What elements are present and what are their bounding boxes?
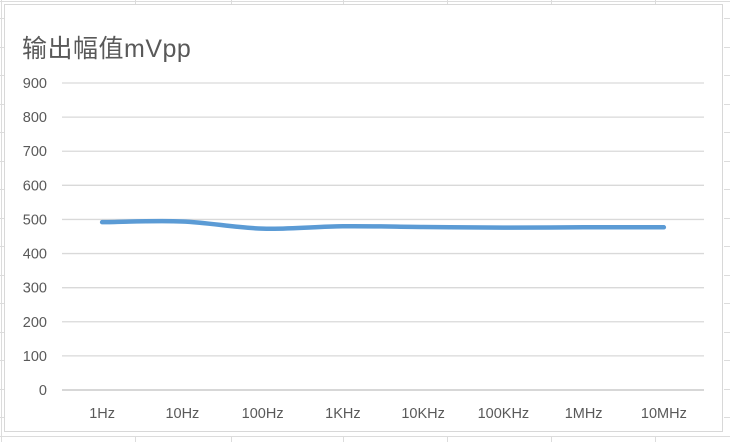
sheet-gridline [724,189,730,190]
y-axis-tick-label: 600 [23,178,47,194]
sheet-gridline [655,0,656,4]
sheet-gridline [0,161,4,162]
plot-area: 0 100 200 300 400 500 600 700 800 900 1Hz 10Hz 100Hz… [23,76,704,422]
sheet-gridline [447,0,448,4]
sheet-gridline [724,389,730,390]
sheet-gridline [343,436,344,442]
sheet-gridline [0,389,4,390]
y-axis-tick-label: 800 [23,110,47,126]
y-axis-tick-label: 700 [23,144,47,160]
x-axis-tick-label: 100KHz [478,406,530,422]
sheet-gridline [724,218,730,219]
sheet-gridline [0,132,4,133]
x-axis-tick-label: 1Hz [89,406,115,422]
sheet-gridline [0,332,4,333]
sheet-gridline [0,47,4,48]
sheet-gridline [0,246,4,247]
sheet-gridline [1,0,2,442]
y-axis-tick-label: 900 [23,76,47,92]
sheet-gridline [724,417,730,418]
sheet-gridline [0,360,4,361]
sheet-gridline [724,161,730,162]
sheet-gridline [135,436,136,442]
sheet-gridline [724,275,730,276]
x-axis-tick-label: 100Hz [242,406,284,422]
sheet-gridline [0,275,4,276]
y-axis-tick-label: 300 [23,281,47,297]
x-axis-tick-label: 10Hz [165,406,199,422]
data-series-line [99,218,667,232]
y-axis-tick-label: 500 [23,212,47,228]
sheet-gridline [724,104,730,105]
x-axis-tick-label: 10KHz [401,406,445,422]
sheet-gridline [0,104,4,105]
sheet-gridline [724,246,730,247]
sheet-gridline [724,132,730,133]
sheet-gridline [724,47,730,48]
sheet-gridline [0,303,4,304]
y-axis-tick-label: 400 [23,247,47,263]
y-axis-tick-label: 200 [23,315,47,331]
x-axis-tick-label: 10MHz [641,406,687,422]
sheet-gridline [135,0,136,4]
sheet-gridline [724,75,730,76]
sheet-gridline [231,0,232,4]
sheet-gridline [0,436,730,437]
y-axis-tick-label: 0 [39,383,47,399]
sheet-gridline [231,436,232,442]
sheet-gridline [343,0,344,4]
sheet-gridline [0,189,4,190]
x-axis-tick-label: 1KHz [325,406,360,422]
sheet-gridline [0,1,730,2]
sheet-gridline [551,436,552,442]
sheet-gridline [724,18,730,19]
sheet-gridline [655,436,656,442]
y-axis-tick-label: 100 [23,349,47,365]
sheet-gridline [0,75,4,76]
x-axis-tick-label: 1MHz [565,406,603,422]
sheet-gridline [551,0,552,4]
sheet-gridline [0,18,4,19]
sheet-gridline [0,417,4,418]
chart-title: 输出幅值mVpp [22,35,192,63]
sheet-gridline [0,218,4,219]
sheet-gridline [724,332,730,333]
sheet-gridline [724,303,730,304]
sheet-gridline [724,360,730,361]
line-chart[interactable]: 输出幅值mVpp 0 100 200 300 400 500 600 700 800 900 1Hz… [4,4,723,432]
sheet-gridline [447,436,448,442]
